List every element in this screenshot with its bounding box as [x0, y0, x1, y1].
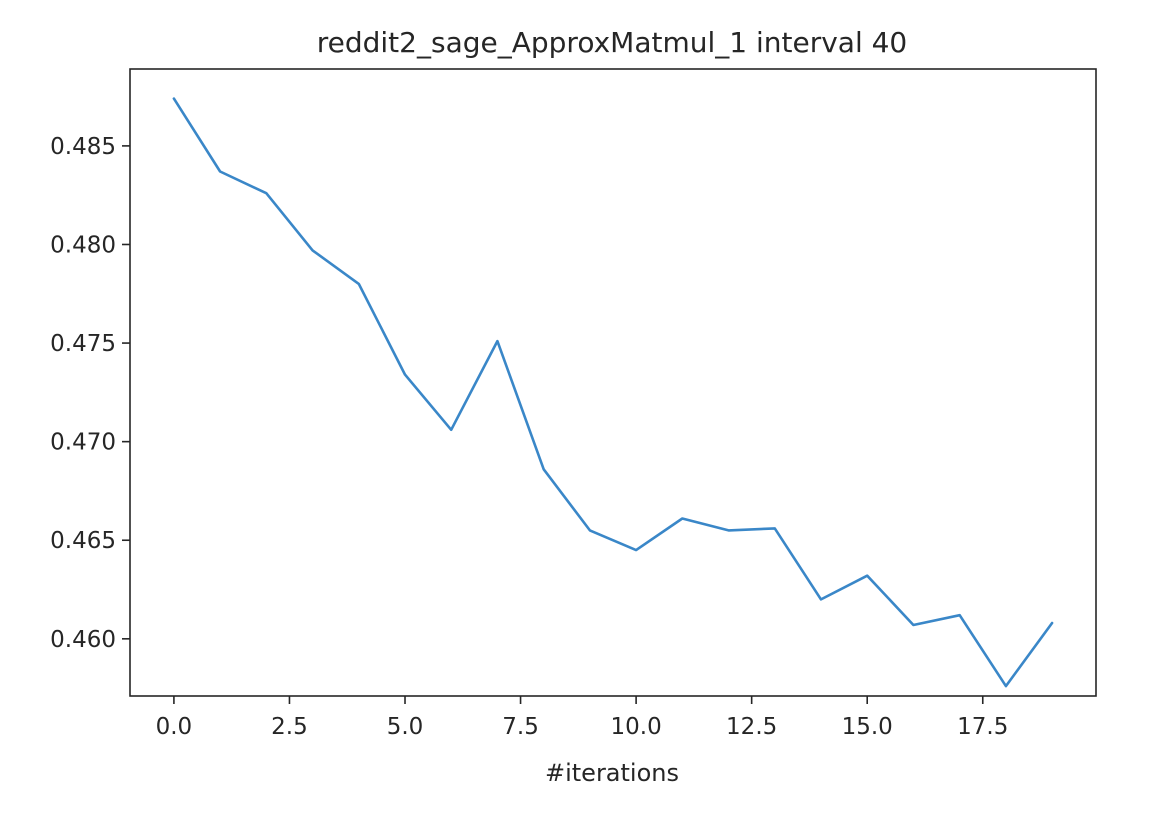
x-tick-label: 2.5	[271, 714, 308, 740]
series-group	[172, 97, 1054, 688]
y-tick-label: 0.460	[50, 627, 116, 653]
y-tick-label: 0.485	[50, 134, 116, 160]
x-tick-label: 7.5	[502, 714, 539, 740]
series-line	[172, 97, 1054, 688]
x-axis-label: #iterations	[545, 759, 679, 787]
x-tick-label: 12.5	[726, 714, 777, 740]
y-tick-label: 0.470	[50, 430, 116, 456]
y-tick-label: 0.465	[50, 528, 116, 554]
x-tick-label: 15.0	[842, 714, 893, 740]
plot-area	[129, 68, 1097, 697]
y-tick-label: 0.475	[50, 331, 116, 357]
chart-title: reddit2_sage_ApproxMatmul_1 interval 40	[317, 26, 908, 59]
y-axis-ticks: 0.460 0.465 0.470 0.475 0.480 0.485	[50, 134, 130, 653]
x-tick-label: 0.0	[156, 714, 193, 740]
y-tick-label: 0.480	[50, 232, 116, 258]
x-tick-label: 10.0	[611, 714, 662, 740]
x-tick-label: 5.0	[387, 714, 424, 740]
x-axis-ticks: 0.0 2.5 5.0 7.5 10.0 12.5 15.0 17.5	[156, 696, 1008, 740]
x-tick-label: 17.5	[957, 714, 1008, 740]
